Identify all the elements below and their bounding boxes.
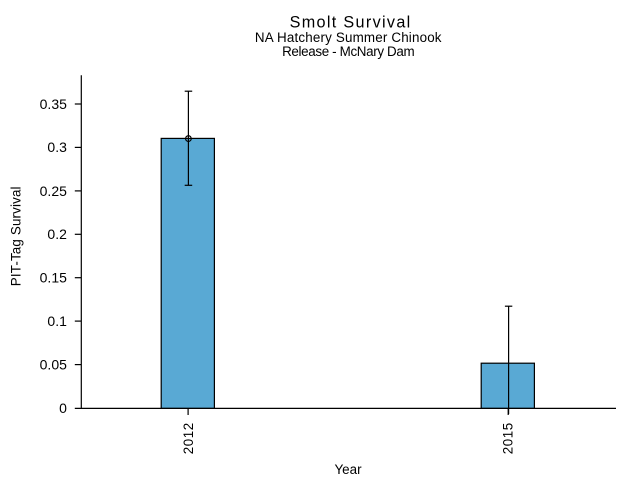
svg-text:Smolt Survival: Smolt Survival: [290, 14, 412, 32]
svg-text:2012: 2012: [181, 422, 196, 454]
svg-text:0.2: 0.2: [47, 226, 67, 242]
svg-text:0.05: 0.05: [40, 357, 67, 373]
svg-text:0.25: 0.25: [40, 183, 67, 199]
svg-text:2015: 2015: [500, 422, 515, 454]
svg-text:0.15: 0.15: [40, 270, 67, 286]
svg-text:0: 0: [59, 400, 67, 416]
svg-text:0.35: 0.35: [40, 96, 67, 112]
svg-text:Release - McNary Dam: Release - McNary Dam: [282, 44, 414, 59]
svg-text:0.1: 0.1: [47, 313, 67, 329]
svg-text:PIT-Tag Survival: PIT-Tag Survival: [8, 186, 23, 286]
svg-text:0.3: 0.3: [47, 139, 67, 155]
svg-text:Year: Year: [334, 462, 362, 477]
svg-text:NA Hatchery Summer Chinook: NA Hatchery Summer Chinook: [255, 30, 442, 45]
